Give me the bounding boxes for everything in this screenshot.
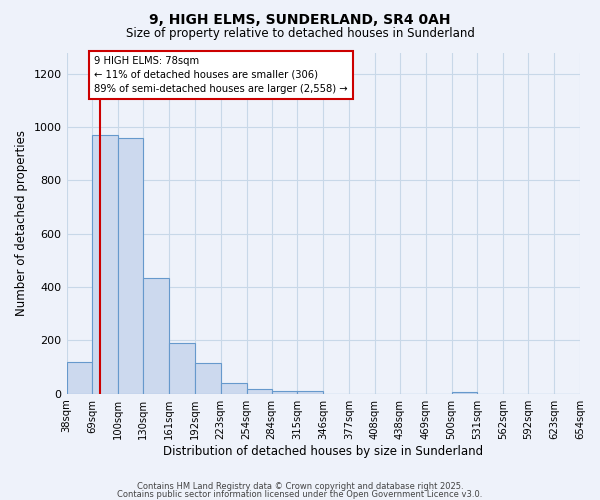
- Text: Contains HM Land Registry data © Crown copyright and database right 2025.: Contains HM Land Registry data © Crown c…: [137, 482, 463, 491]
- Bar: [298, 391, 323, 394]
- Text: 9, HIGH ELMS, SUNDERLAND, SR4 0AH: 9, HIGH ELMS, SUNDERLAND, SR4 0AH: [149, 12, 451, 26]
- Y-axis label: Number of detached properties: Number of detached properties: [15, 130, 28, 316]
- X-axis label: Distribution of detached houses by size in Sunderland: Distribution of detached houses by size …: [163, 444, 484, 458]
- Bar: [92, 135, 118, 394]
- Bar: [169, 343, 195, 394]
- Bar: [247, 389, 272, 394]
- Bar: [118, 138, 143, 394]
- Bar: [143, 278, 169, 394]
- Text: Contains public sector information licensed under the Open Government Licence v3: Contains public sector information licen…: [118, 490, 482, 499]
- Bar: [272, 390, 298, 394]
- Text: Size of property relative to detached houses in Sunderland: Size of property relative to detached ho…: [125, 28, 475, 40]
- Bar: [452, 392, 478, 394]
- Bar: [221, 382, 247, 394]
- Bar: [195, 363, 221, 394]
- Text: 9 HIGH ELMS: 78sqm
← 11% of detached houses are smaller (306)
89% of semi-detach: 9 HIGH ELMS: 78sqm ← 11% of detached hou…: [94, 56, 347, 94]
- Bar: [67, 362, 92, 394]
